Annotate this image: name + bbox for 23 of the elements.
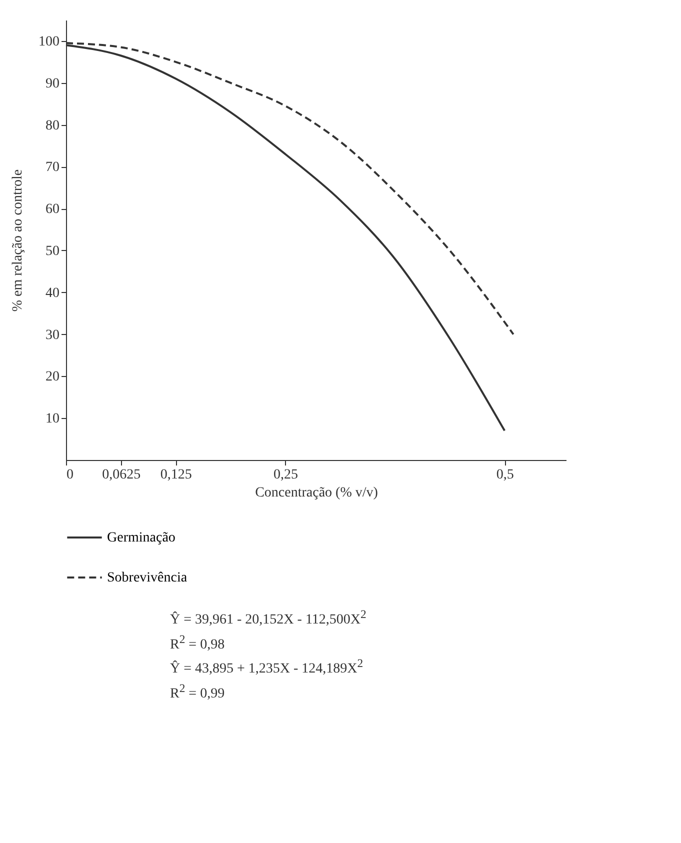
text: Ŷ = 43,895 + 1,235X - 124,189X$^{2}$ <box>170 656 364 679</box>
x-tick-label: 0,25 <box>274 468 298 482</box>
y-tick-label: 30 <box>46 328 60 343</box>
y-tick-label: 90 <box>46 76 60 92</box>
y-axis-title: % em relação ao controle <box>10 169 26 312</box>
legend-label: Germinação <box>107 530 176 546</box>
y-tick-label: 50 <box>46 244 60 259</box>
y-tick-label: 70 <box>46 160 60 176</box>
x-tick-label: 0,125 <box>160 468 192 482</box>
text: Ŷ = 39,961 - 20,152X - 112,500X$^{2}$ <box>170 607 368 630</box>
legend-label: Sobrevivência <box>107 570 188 586</box>
text: R$^{2}$ = 0,98 <box>170 632 226 654</box>
y-tick-label: 10 <box>46 412 60 427</box>
x-tick-label: 0 <box>66 468 74 482</box>
y-tick-label: 60 <box>46 202 60 218</box>
text: R$^{2}$ = 0,99 <box>170 680 226 704</box>
x-tick-label: 0,0625 <box>102 468 141 482</box>
x-tick-label: 0,5 <box>496 468 514 482</box>
y-tick-label: 100 <box>38 34 60 50</box>
y-tick-label: 80 <box>46 118 60 134</box>
x-axis-title: Concentração (% v/v) <box>255 486 378 500</box>
y-tick-label: 20 <box>46 370 60 385</box>
y-tick-label: 40 <box>46 286 60 301</box>
